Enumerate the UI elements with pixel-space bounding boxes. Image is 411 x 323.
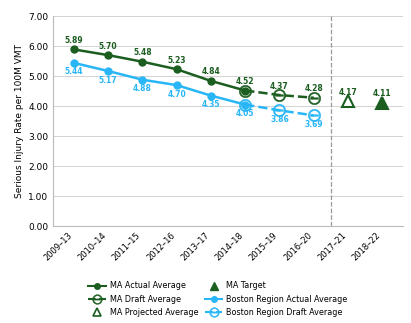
Text: 5.89: 5.89 [65, 36, 83, 45]
Text: 5.48: 5.48 [133, 48, 152, 57]
Legend: MA Actual Average, MA Draft Average, MA Projected Average, MA Target, Boston Reg: MA Actual Average, MA Draft Average, MA … [85, 279, 350, 319]
Text: 5.23: 5.23 [167, 56, 186, 65]
Text: 4.37: 4.37 [270, 81, 289, 90]
Text: 4.35: 4.35 [202, 100, 220, 109]
Text: 4.17: 4.17 [339, 88, 357, 97]
Text: 4.28: 4.28 [305, 84, 323, 93]
Text: 4.52: 4.52 [236, 77, 254, 86]
Text: 5.17: 5.17 [99, 76, 118, 85]
Text: 5.44: 5.44 [65, 68, 83, 77]
Text: 4.05: 4.05 [236, 109, 254, 118]
Text: 4.88: 4.88 [133, 84, 152, 93]
Text: 3.86: 3.86 [270, 115, 289, 124]
Y-axis label: Serious Injury Rate per 100M VMT: Serious Injury Rate per 100M VMT [15, 44, 24, 198]
Text: 4.84: 4.84 [202, 68, 220, 77]
Text: 3.69: 3.69 [305, 120, 323, 129]
Text: 4.11: 4.11 [373, 89, 392, 98]
Text: 4.70: 4.70 [167, 90, 186, 99]
Text: 5.70: 5.70 [99, 42, 118, 51]
